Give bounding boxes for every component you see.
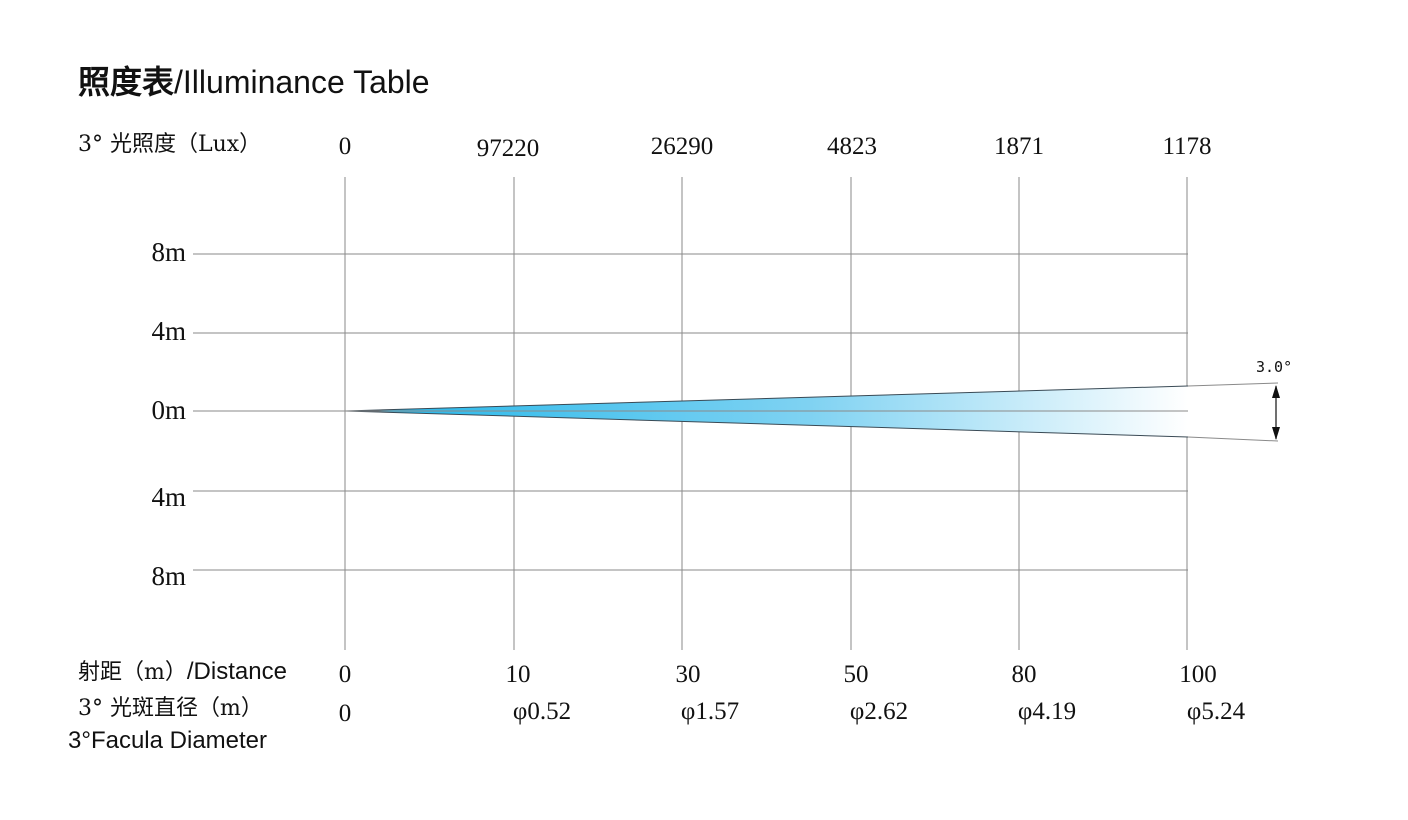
y-label: 8m — [151, 237, 186, 267]
illuminance-value: 1178 — [1162, 133, 1212, 160]
diameter-value: φ5.24 — [1186, 698, 1246, 725]
distance-value: 30 — [675, 661, 701, 688]
diameter-value: φ0.52 — [512, 698, 572, 725]
y-label: 4m — [151, 482, 186, 512]
beam-edge-bottom — [344, 410, 1189, 438]
distance-value: 80 — [1011, 661, 1037, 688]
page-title: 照度表/Illuminance Table — [78, 66, 430, 98]
distance-value: 50 — [843, 661, 869, 688]
title-cn: 照度表 — [78, 63, 175, 101]
angle-dimension-arrow — [1272, 385, 1280, 440]
distance-label: 射距（m）/Distance — [78, 660, 287, 684]
y-label: 4m — [151, 316, 186, 346]
diameter-value: φ1.57 — [680, 698, 740, 725]
illuminance-label: 3° 光照度（Lux） — [78, 132, 262, 157]
diameter-value: 0 — [338, 700, 352, 727]
diameter-value: φ2.62 — [849, 698, 909, 725]
beam-extension-bottom — [1187, 436, 1279, 442]
illuminance-value: 4823 — [827, 133, 877, 160]
distance-label-cn: 射距（m） — [78, 660, 187, 685]
diameter-value: φ4.19 — [1017, 698, 1077, 725]
illuminance-value: 26290 — [650, 133, 714, 160]
y-label: 0m — [151, 395, 186, 425]
beam-angle-label: 3.0° — [1256, 358, 1293, 376]
illuminance-value: 97220 — [476, 135, 540, 162]
diameter-label-cn: 3° 光斑直径（m） — [78, 696, 263, 721]
distance-label-en: /Distance — [186, 658, 287, 685]
distance-value: 100 — [1179, 661, 1217, 688]
diameter-label-en: 3°Facula Diameter — [68, 727, 268, 754]
distance-value: 10 — [505, 661, 531, 688]
y-label: 8m — [151, 561, 186, 591]
horizontal-gridlines — [193, 253, 1188, 571]
illuminance-value: 0 — [338, 133, 352, 160]
distance-value: 0 — [338, 661, 352, 688]
illuminance-value: 1871 — [994, 133, 1044, 160]
title-en: /Illuminance Table — [174, 64, 430, 100]
beam-extension-top — [1187, 382, 1279, 387]
beam-edge-top — [344, 385, 1189, 412]
